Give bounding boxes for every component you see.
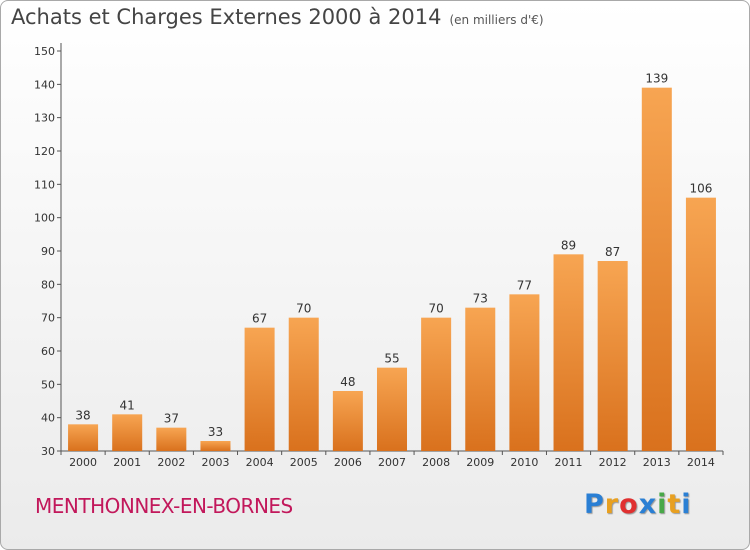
bar <box>685 197 716 451</box>
x-tick-label: 2006 <box>334 456 362 469</box>
y-tick-label: 150 <box>34 45 55 58</box>
bar <box>288 317 319 451</box>
logo-letter: i <box>681 489 692 520</box>
x-tick-label: 2005 <box>290 456 318 469</box>
x-tick-label: 2014 <box>687 456 715 469</box>
bar <box>376 367 408 451</box>
bar <box>597 261 628 451</box>
data-label: 37 <box>164 412 179 426</box>
y-tick-label: 70 <box>41 312 55 325</box>
unit-label: (en milliers d'€) <box>449 13 544 27</box>
place-name: MENTHONNEX-EN-BORNES <box>35 494 293 518</box>
y-tick-label: 100 <box>34 212 55 225</box>
logo-letter: i <box>657 489 668 520</box>
data-label: 89 <box>561 238 576 252</box>
data-label: 55 <box>384 352 399 366</box>
x-tick-label: 2008 <box>422 456 450 469</box>
y-tick-label: 60 <box>41 345 55 358</box>
logo-letter: r <box>604 489 620 520</box>
data-label: 139 <box>645 72 668 86</box>
data-label: 106 <box>689 182 712 196</box>
y-tick-label: 40 <box>41 412 55 425</box>
x-tick-label: 2007 <box>378 456 406 469</box>
bar <box>156 427 187 451</box>
y-tick-label: 80 <box>41 278 55 291</box>
x-tick-label: 2012 <box>599 456 627 469</box>
data-label: 67 <box>252 312 267 326</box>
y-tick-label: 30 <box>41 445 55 458</box>
data-label: 41 <box>120 398 135 412</box>
data-label: 33 <box>208 425 223 439</box>
bar <box>332 391 363 451</box>
bar <box>421 317 452 451</box>
data-label: 73 <box>473 292 488 306</box>
bar <box>509 294 540 451</box>
bar <box>244 327 275 451</box>
x-tick-label: 2004 <box>246 456 274 469</box>
bar <box>68 424 99 451</box>
title-text: Achats et Charges Externes 2000 à 2014 <box>11 5 442 29</box>
bar <box>465 307 496 451</box>
y-tick-label: 130 <box>34 112 55 125</box>
chart-title: Achats et Charges Externes 2000 à 2014 (e… <box>11 5 544 29</box>
logo-letter: P <box>584 489 605 520</box>
x-tick-label: 2011 <box>555 456 583 469</box>
data-label: 38 <box>75 408 90 422</box>
bar <box>112 414 143 451</box>
logo-letter: x <box>638 489 658 520</box>
data-label: 70 <box>296 302 311 316</box>
proxiti-logo: Proxiti <box>584 489 692 520</box>
data-label: 48 <box>340 375 355 389</box>
x-tick-label: 2013 <box>643 456 671 469</box>
x-tick-label: 2009 <box>466 456 494 469</box>
logo-letter: o <box>619 489 639 520</box>
bar <box>200 441 231 451</box>
x-tick-label: 2001 <box>113 456 141 469</box>
bar <box>553 254 584 451</box>
y-tick-label: 90 <box>41 245 55 258</box>
x-tick-label: 2000 <box>69 456 97 469</box>
data-label: 70 <box>428 302 443 316</box>
y-tick-label: 110 <box>34 178 55 191</box>
bar <box>641 87 672 452</box>
y-tick-label: 140 <box>34 78 55 91</box>
y-tick-label: 50 <box>41 378 55 391</box>
y-tick-label: 120 <box>34 145 55 158</box>
x-tick-label: 2002 <box>157 456 185 469</box>
data-label: 87 <box>605 245 620 259</box>
x-tick-label: 2010 <box>510 456 538 469</box>
logo-letter: t <box>667 489 682 520</box>
data-label: 77 <box>517 278 532 292</box>
x-tick-label: 2003 <box>201 456 229 469</box>
